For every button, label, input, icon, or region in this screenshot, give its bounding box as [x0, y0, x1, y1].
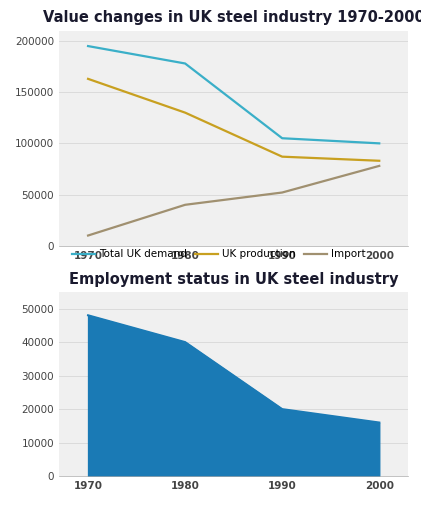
Title: Employment status in UK steel industry: Employment status in UK steel industry [69, 271, 398, 287]
Legend: Total UK demand, UK production, Import: Total UK demand, UK production, Import [68, 245, 370, 264]
Title: Value changes in UK steel industry 1970-2000: Value changes in UK steel industry 1970-… [43, 10, 421, 26]
